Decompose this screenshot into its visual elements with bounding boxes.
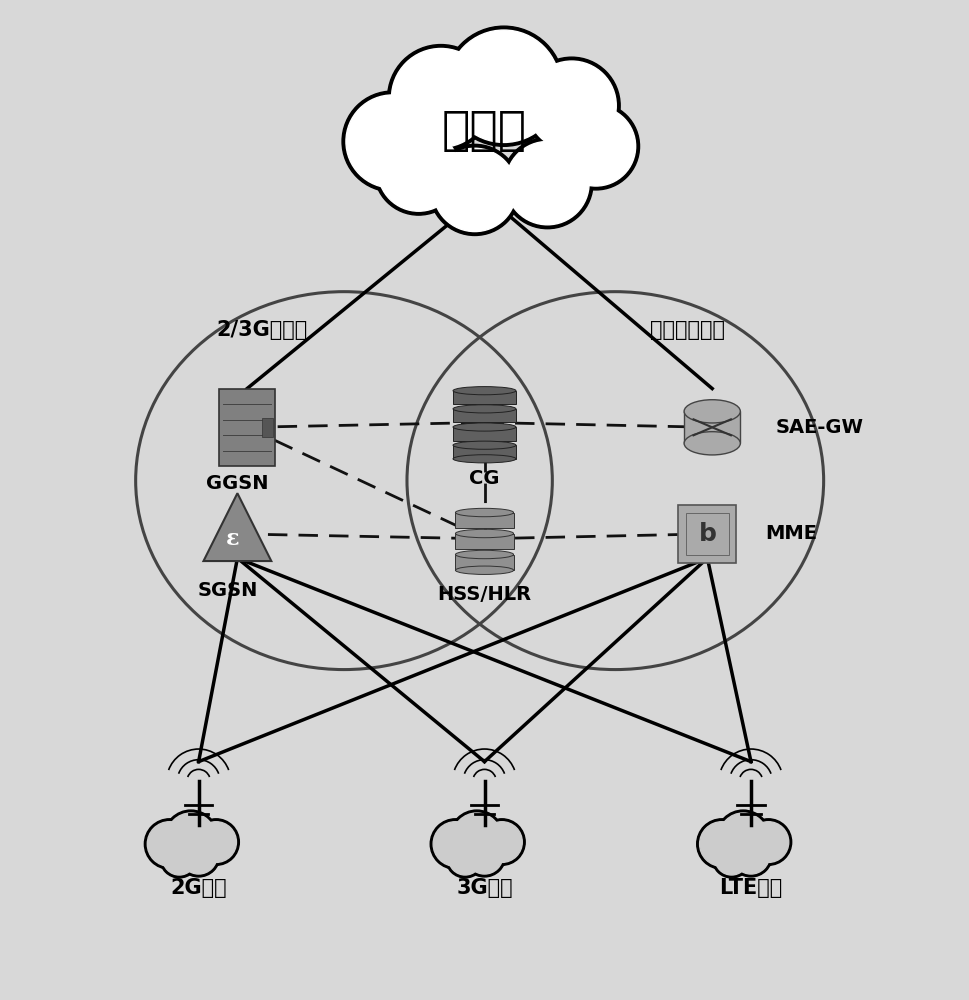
Circle shape: [556, 107, 636, 186]
Text: CG: CG: [469, 469, 500, 488]
Ellipse shape: [453, 441, 516, 449]
Circle shape: [479, 819, 525, 865]
Bar: [455, 513, 514, 528]
Circle shape: [196, 822, 236, 862]
Circle shape: [697, 819, 747, 869]
Text: 融合型分组域: 融合型分组域: [650, 320, 726, 340]
Circle shape: [482, 822, 522, 862]
Circle shape: [433, 822, 478, 866]
Circle shape: [506, 141, 589, 225]
Ellipse shape: [453, 387, 516, 395]
Ellipse shape: [455, 566, 514, 574]
Text: ε: ε: [226, 528, 239, 550]
Circle shape: [391, 48, 490, 147]
Bar: [455, 555, 514, 570]
Circle shape: [177, 834, 220, 877]
Circle shape: [719, 813, 767, 861]
Polygon shape: [203, 493, 271, 561]
Circle shape: [167, 813, 215, 861]
Circle shape: [453, 813, 501, 861]
Ellipse shape: [684, 432, 740, 455]
FancyBboxPatch shape: [678, 505, 736, 563]
Circle shape: [164, 810, 218, 864]
Bar: [684, 411, 740, 443]
Bar: [262, 418, 273, 437]
Bar: [453, 427, 516, 441]
Text: 2/3G分组域: 2/3G分组域: [216, 320, 307, 340]
Circle shape: [466, 837, 503, 874]
Ellipse shape: [684, 400, 740, 423]
Bar: [453, 391, 516, 404]
Circle shape: [378, 130, 459, 211]
Circle shape: [527, 61, 616, 150]
Circle shape: [712, 839, 751, 878]
Circle shape: [450, 810, 504, 864]
Text: HSS/HLR: HSS/HLR: [437, 585, 532, 604]
Circle shape: [446, 839, 484, 878]
Circle shape: [748, 822, 789, 862]
Circle shape: [342, 91, 443, 192]
Circle shape: [433, 148, 516, 232]
Text: SGSN: SGSN: [198, 581, 258, 600]
Circle shape: [430, 819, 481, 869]
Text: SAE-GW: SAE-GW: [775, 418, 863, 437]
Circle shape: [449, 842, 482, 875]
Text: b: b: [699, 522, 716, 546]
Circle shape: [147, 822, 192, 866]
Circle shape: [388, 45, 494, 151]
Text: 因特网: 因特网: [442, 109, 527, 154]
Circle shape: [502, 138, 593, 229]
Circle shape: [444, 26, 564, 146]
Ellipse shape: [455, 508, 514, 517]
Text: LTE基站: LTE基站: [719, 878, 783, 898]
Circle shape: [346, 95, 439, 188]
Circle shape: [715, 842, 748, 875]
Ellipse shape: [453, 405, 516, 413]
Bar: [453, 409, 516, 422]
Circle shape: [448, 30, 560, 142]
Circle shape: [160, 839, 199, 878]
Text: 3G基站: 3G基站: [456, 878, 513, 898]
Circle shape: [730, 834, 772, 877]
Text: 2G基站: 2G基站: [171, 878, 227, 898]
Circle shape: [163, 842, 196, 875]
Circle shape: [429, 144, 520, 235]
Circle shape: [552, 103, 640, 190]
Bar: [453, 445, 516, 459]
Circle shape: [193, 819, 239, 865]
Ellipse shape: [453, 423, 516, 431]
FancyBboxPatch shape: [219, 389, 275, 466]
Circle shape: [180, 837, 217, 874]
Text: MME: MME: [766, 524, 818, 543]
Circle shape: [463, 834, 506, 877]
Circle shape: [523, 57, 620, 154]
Circle shape: [144, 819, 195, 869]
Text: GGSN: GGSN: [206, 474, 268, 493]
Circle shape: [700, 822, 744, 866]
Ellipse shape: [455, 529, 514, 538]
Ellipse shape: [455, 550, 514, 559]
Circle shape: [745, 819, 792, 865]
Circle shape: [733, 837, 769, 874]
Bar: [455, 534, 514, 549]
Ellipse shape: [453, 455, 516, 463]
Circle shape: [716, 810, 770, 864]
Circle shape: [374, 126, 463, 215]
